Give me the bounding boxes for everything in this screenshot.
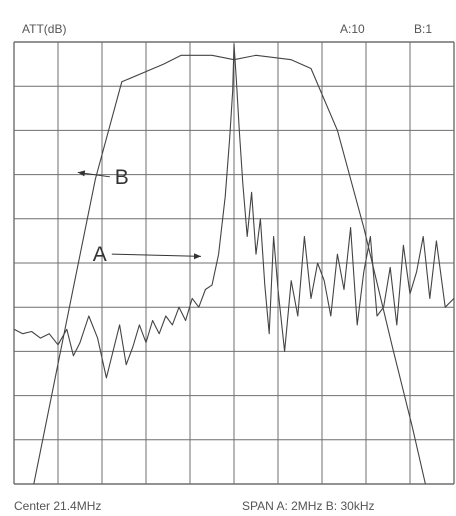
scale-note-a: A:10 xyxy=(340,22,365,36)
callout-label-b: B xyxy=(115,166,129,189)
series-a-trace xyxy=(13,43,455,379)
footer-span: SPAN A: 2MHz B: 30kHz xyxy=(242,499,375,513)
callout-label-a: A xyxy=(93,243,107,266)
callout-arrow-a xyxy=(111,253,202,257)
scale-note-b: B:1 xyxy=(414,22,432,36)
series-b-trace xyxy=(33,54,426,485)
grid xyxy=(13,41,455,485)
callout-arrowhead-b xyxy=(77,170,86,177)
callout-arrowhead-a xyxy=(193,253,201,260)
series-layer xyxy=(13,43,455,485)
footer-center-frequency: Center 21.4MHz xyxy=(14,499,101,513)
y-axis-label: ATT(dB) xyxy=(22,22,66,36)
annotation-layer: BA xyxy=(77,166,202,266)
